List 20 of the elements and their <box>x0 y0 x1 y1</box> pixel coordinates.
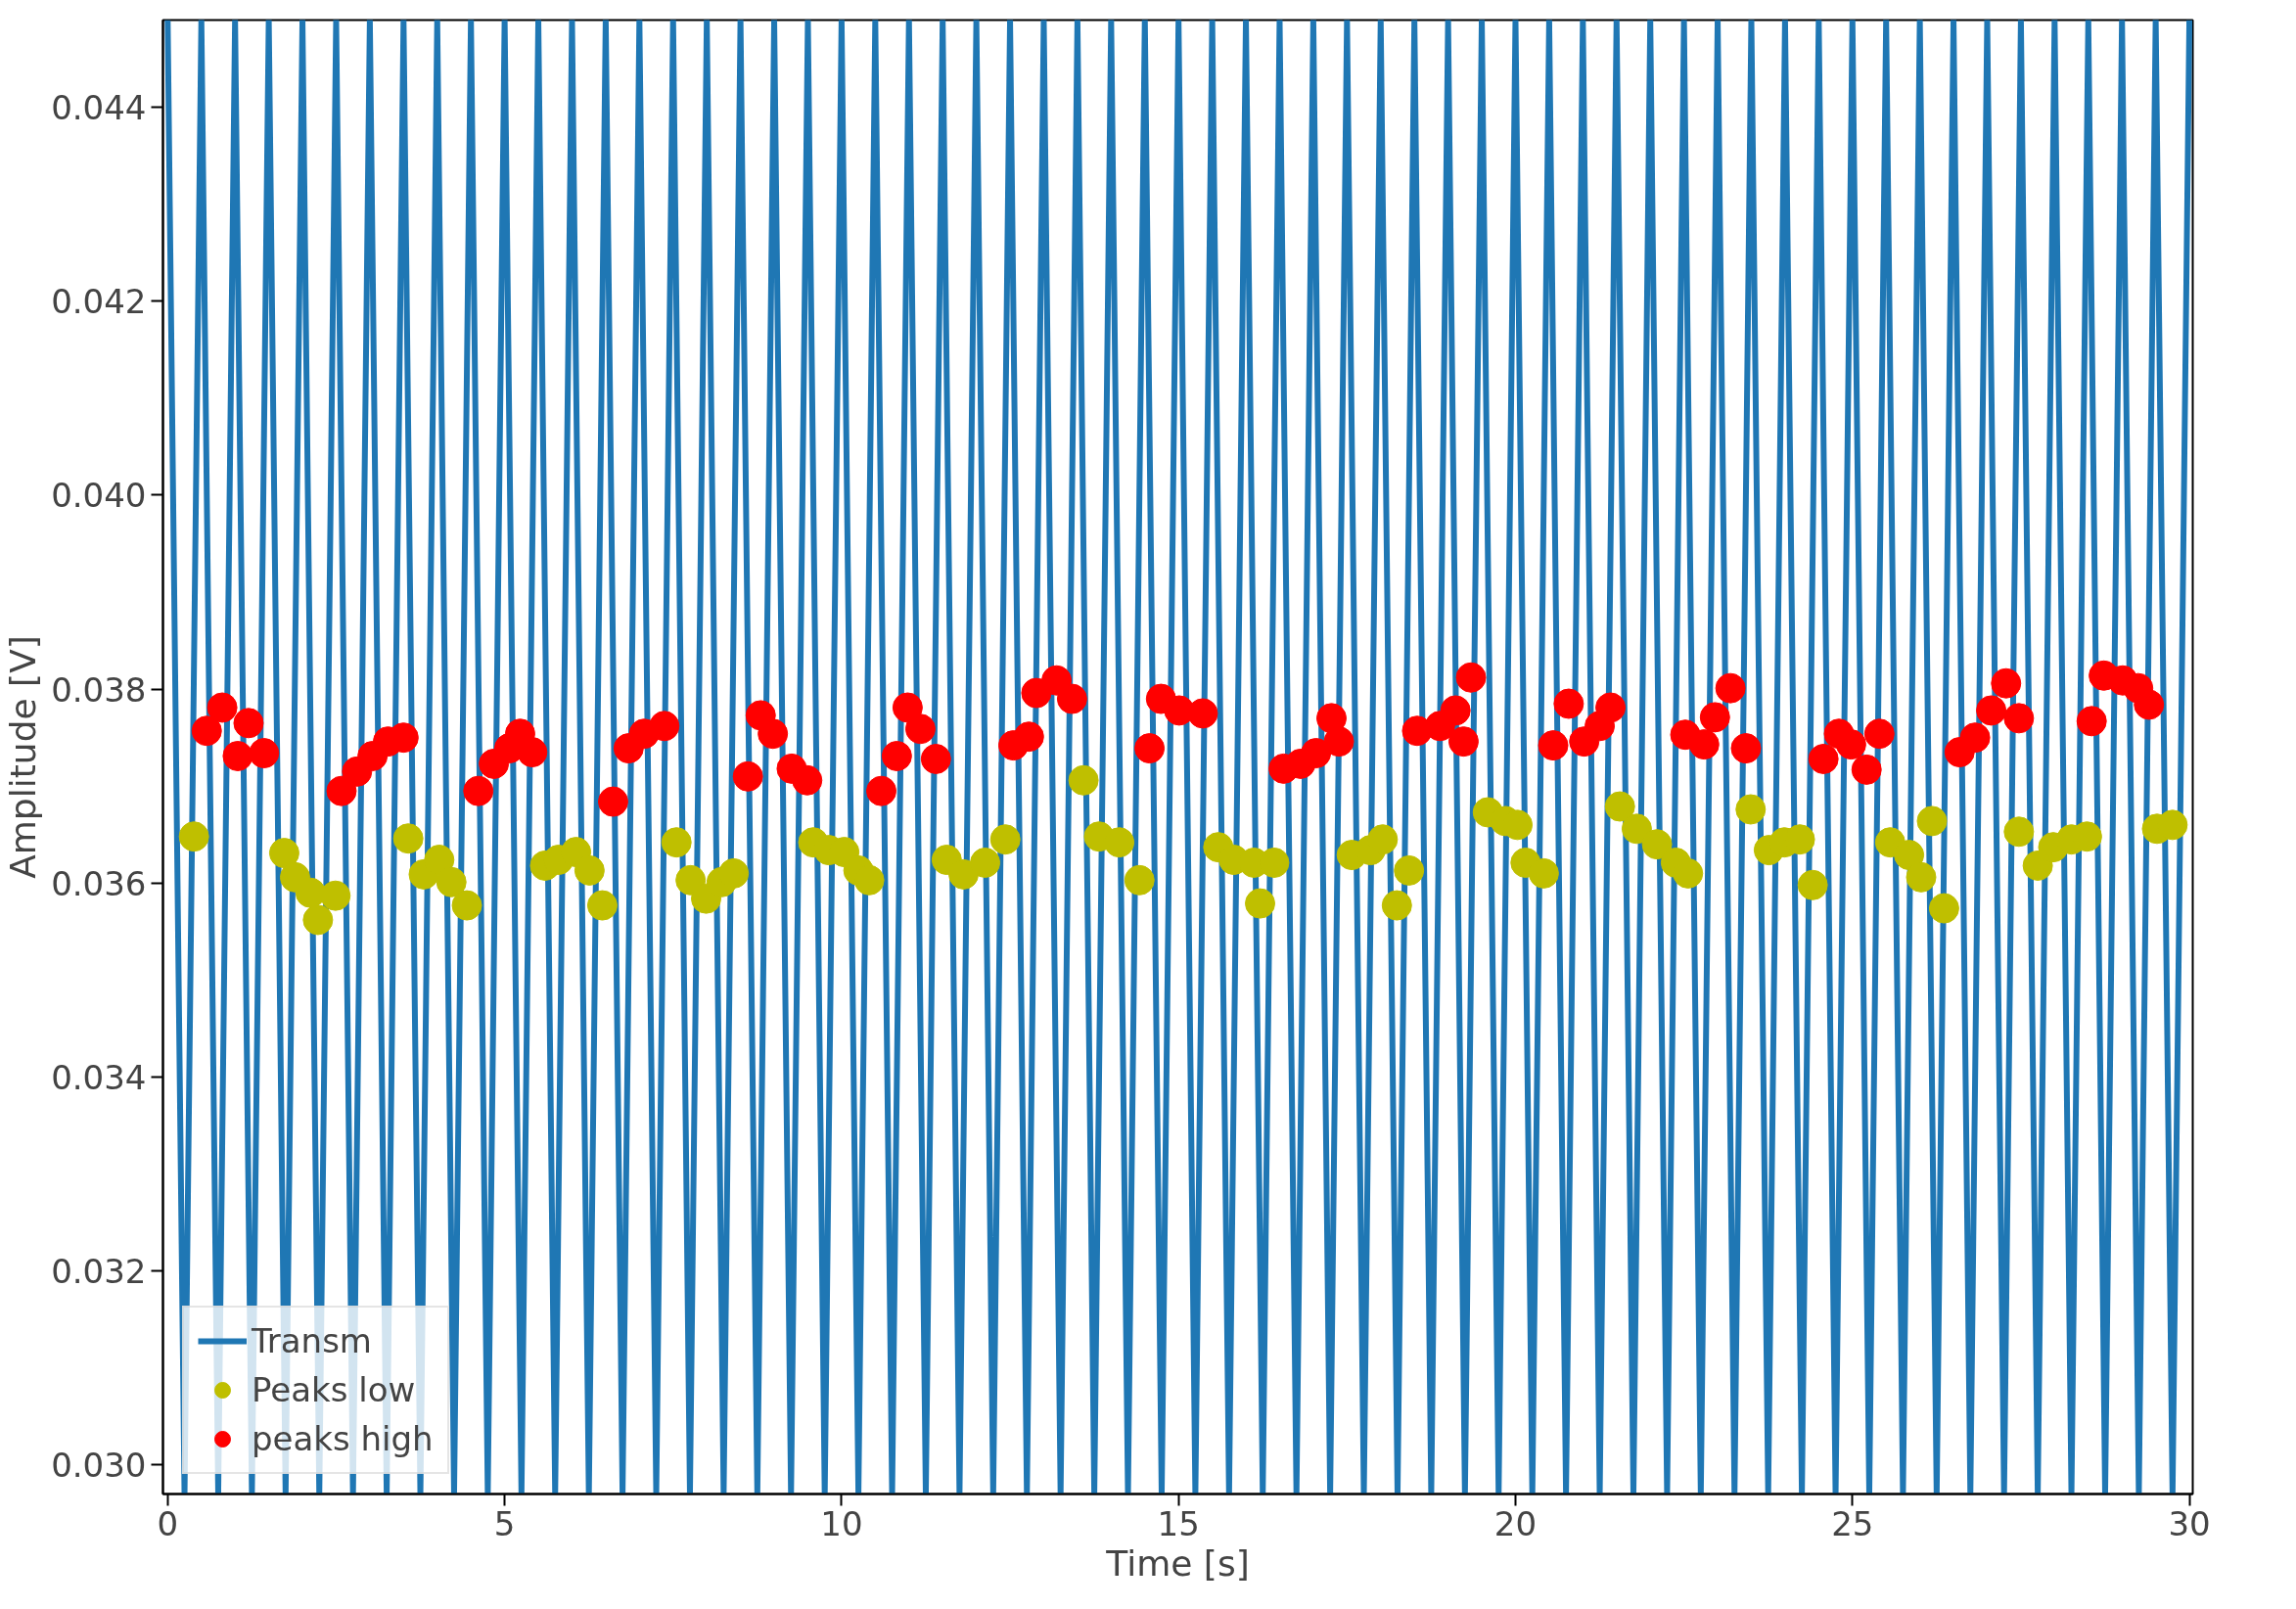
x-axis-title: Time [s] <box>1105 1542 1250 1584</box>
x-tick-label: 20 <box>1493 1503 1538 1543</box>
x-tick-label: 10 <box>820 1503 863 1543</box>
legend-label: Peaks low <box>252 1370 416 1409</box>
x-tick-label: 5 <box>493 1503 516 1543</box>
y-tick-label: 0.044 <box>51 88 147 128</box>
y-tick-label: 0.030 <box>51 1446 147 1486</box>
y-tick-label: 0.032 <box>51 1252 147 1292</box>
y-tick-label: 0.042 <box>51 282 147 322</box>
y-axis-title: Amplitude [V] <box>3 635 44 879</box>
legend-label: peaks high <box>252 1419 434 1458</box>
y-tick-label: 0.036 <box>51 863 147 903</box>
x-tick-label: 25 <box>1831 1503 1874 1543</box>
x-tick-label: 30 <box>2168 1503 2211 1543</box>
legend-label: Transm <box>252 1321 372 1360</box>
x-tick-label: 15 <box>1157 1503 1200 1543</box>
y-tick-label: 0.034 <box>51 1057 147 1097</box>
y-tick-label: 0.040 <box>51 476 147 516</box>
y-tick-label: 0.038 <box>51 669 147 710</box>
x-tick-label: 0 <box>157 1503 179 1543</box>
